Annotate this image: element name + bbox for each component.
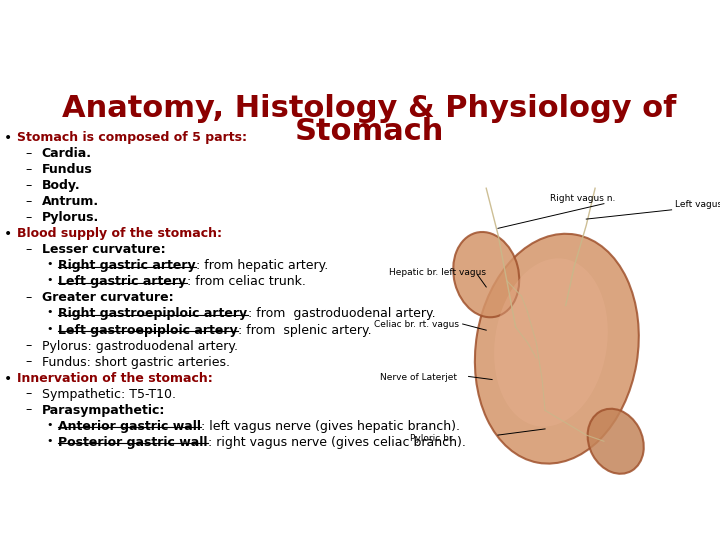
Text: : from  gastroduodenal artery.: : from gastroduodenal artery. — [248, 307, 435, 321]
Text: Greater curvature:: Greater curvature: — [42, 292, 174, 305]
Text: Celiac br. rt. vagus: Celiac br. rt. vagus — [374, 320, 459, 329]
Text: Innervation of the stomach:: Innervation of the stomach: — [17, 372, 212, 384]
Text: –: – — [25, 147, 31, 160]
Text: –: – — [25, 403, 31, 416]
Text: Hepatic br. left vagus: Hepatic br. left vagus — [389, 268, 486, 276]
Text: : right vagus nerve (gives celiac branch).: : right vagus nerve (gives celiac branch… — [208, 436, 466, 449]
Text: : from  splenic artery.: : from splenic artery. — [238, 323, 372, 336]
Text: Antrum.: Antrum. — [42, 195, 99, 208]
Text: –: – — [25, 164, 31, 177]
Text: –: – — [25, 292, 31, 305]
Text: Pylorus.: Pylorus. — [42, 212, 99, 225]
Ellipse shape — [494, 258, 608, 427]
Text: –: – — [25, 355, 31, 368]
Text: •: • — [4, 227, 12, 241]
Ellipse shape — [453, 232, 519, 318]
Text: Pylorus: gastroduodenal artery.: Pylorus: gastroduodenal artery. — [42, 340, 238, 353]
Text: •: • — [46, 307, 53, 318]
Text: Fundus: short gastric arteries.: Fundus: short gastric arteries. — [42, 355, 230, 368]
Text: Stomach is composed of 5 parts:: Stomach is composed of 5 parts: — [17, 131, 247, 144]
Text: –: – — [25, 340, 31, 353]
Text: Left vagus n.: Left vagus n. — [675, 200, 720, 209]
Text: •: • — [46, 275, 53, 286]
Text: –: – — [25, 179, 31, 192]
Text: Left gastroepiploic artery: Left gastroepiploic artery — [58, 323, 238, 336]
Text: •: • — [46, 420, 53, 429]
Text: Right gastric artery: Right gastric artery — [58, 260, 196, 273]
Text: Nerve of Laterjet: Nerve of Laterjet — [380, 373, 457, 382]
Ellipse shape — [475, 234, 639, 464]
Text: Anterior gastric wall: Anterior gastric wall — [58, 420, 202, 433]
Text: Right vagus n.: Right vagus n. — [550, 193, 616, 202]
Text: •: • — [4, 131, 12, 145]
Ellipse shape — [588, 409, 644, 474]
Text: Body.: Body. — [42, 179, 81, 192]
Text: Pyloric br.: Pyloric br. — [410, 434, 454, 443]
Text: –: – — [25, 388, 31, 401]
Text: Sympathetic: T5-T10.: Sympathetic: T5-T10. — [42, 388, 176, 401]
Text: •: • — [4, 372, 12, 386]
Text: Posterior gastric wall: Posterior gastric wall — [58, 436, 208, 449]
Text: Cardia.: Cardia. — [42, 147, 91, 160]
Text: •: • — [46, 323, 53, 334]
Text: •: • — [46, 260, 53, 269]
Text: Blood supply of the stomach:: Blood supply of the stomach: — [17, 227, 222, 240]
Text: Right gastroepiploic artery: Right gastroepiploic artery — [58, 307, 248, 321]
Text: •: • — [46, 436, 53, 446]
Text: –: – — [25, 244, 31, 256]
Text: : from hepatic artery.: : from hepatic artery. — [196, 260, 328, 273]
Text: –: – — [25, 195, 31, 208]
Text: Fundus: Fundus — [42, 164, 92, 177]
Text: : left vagus nerve (gives hepatic branch).: : left vagus nerve (gives hepatic branch… — [202, 420, 461, 433]
Text: : from celiac trunk.: : from celiac trunk. — [186, 275, 305, 288]
Text: Stomach: Stomach — [294, 117, 444, 146]
Text: Anatomy, Histology & Physiology of: Anatomy, Histology & Physiology of — [62, 94, 676, 123]
Text: Left gastric artery: Left gastric artery — [58, 275, 186, 288]
Text: Parasympathetic:: Parasympathetic: — [42, 403, 165, 416]
Text: –: – — [25, 212, 31, 225]
Text: Lesser curvature:: Lesser curvature: — [42, 244, 166, 256]
